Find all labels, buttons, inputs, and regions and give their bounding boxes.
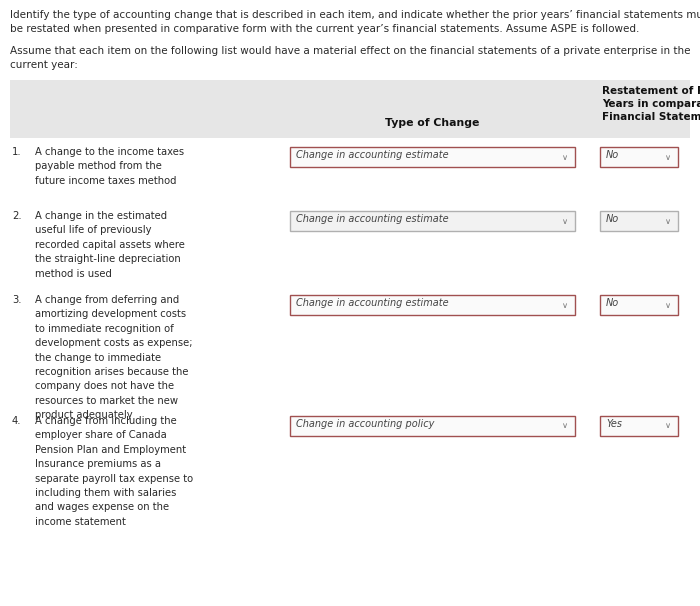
Text: ∨: ∨: [665, 301, 671, 310]
Text: ∨: ∨: [562, 153, 568, 162]
Text: ∨: ∨: [665, 216, 671, 225]
Text: A change to the income taxes
payable method from the
future income taxes method: A change to the income taxes payable met…: [35, 147, 184, 186]
Bar: [600, 147, 678, 167]
Text: be restated when presented in comparative form with the current year’s financial: be restated when presented in comparativ…: [10, 24, 639, 34]
Text: Change in accounting estimate: Change in accounting estimate: [296, 214, 449, 224]
Text: No: No: [606, 298, 620, 308]
Text: A change from including the
employer share of Canada
Pension Plan and Employment: A change from including the employer sha…: [35, 416, 193, 527]
Text: Type of Change: Type of Change: [385, 118, 480, 128]
Text: current year:: current year:: [10, 60, 78, 70]
Text: Change in accounting estimate: Change in accounting estimate: [296, 298, 449, 308]
Text: 1.: 1.: [12, 147, 22, 157]
Text: 2.: 2.: [12, 211, 22, 221]
Text: ∨: ∨: [562, 301, 568, 310]
Text: Change in accounting estimate: Change in accounting estimate: [296, 150, 449, 160]
Bar: [10, 80, 690, 138]
Text: Change in accounting policy: Change in accounting policy: [296, 419, 435, 429]
Bar: [600, 211, 678, 231]
Text: No: No: [606, 214, 620, 224]
Text: Restatement of Prior
Years in comparative
Financial Statements: Restatement of Prior Years in comparativ…: [602, 86, 700, 122]
Bar: [600, 295, 678, 315]
Text: ∨: ∨: [562, 422, 568, 430]
Bar: [290, 211, 575, 231]
Text: A change in the estimated
useful life of previously
recorded capital assets wher: A change in the estimated useful life of…: [35, 211, 185, 279]
Text: Identify the type of accounting change that is described in each item, and indic: Identify the type of accounting change t…: [10, 10, 700, 20]
Text: ∨: ∨: [665, 422, 671, 430]
Text: 4.: 4.: [12, 416, 22, 426]
Text: A change from deferring and
amortizing development costs
to immediate recognitio: A change from deferring and amortizing d…: [35, 295, 193, 420]
Text: No: No: [606, 150, 620, 160]
Text: ∨: ∨: [562, 216, 568, 225]
Text: Yes: Yes: [606, 419, 622, 429]
Bar: [600, 416, 678, 436]
Bar: [290, 416, 575, 436]
Text: Assume that each item on the following list would have a material effect on the : Assume that each item on the following l…: [10, 46, 690, 56]
Text: 3.: 3.: [12, 295, 22, 305]
Bar: [290, 295, 575, 315]
Text: ∨: ∨: [665, 153, 671, 162]
Bar: [290, 147, 575, 167]
